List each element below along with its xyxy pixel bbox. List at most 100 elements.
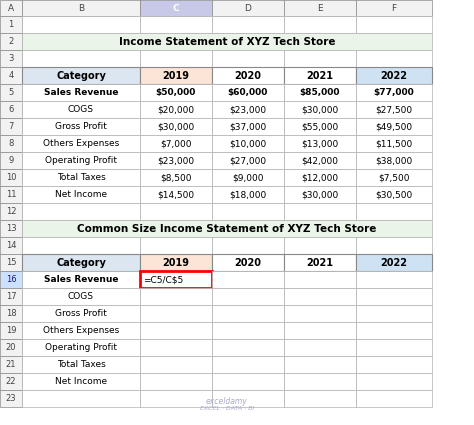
Text: $8,500: $8,500 [160, 173, 192, 182]
Text: E: E [317, 3, 323, 12]
Bar [356, 0, 432, 16]
Text: 2: 2 [9, 37, 14, 46]
Bar [0, 339, 22, 356]
Text: 1: 1 [9, 20, 14, 29]
Bar [212, 356, 284, 373]
Text: 10: 10 [6, 173, 16, 182]
Bar [284, 237, 356, 254]
Bar [0, 220, 22, 237]
Text: $7,000: $7,000 [160, 139, 192, 148]
Text: Income Statement of XYZ Tech Store: Income Statement of XYZ Tech Store [119, 37, 335, 46]
Text: exceldamy: exceldamy [206, 397, 248, 406]
Bar [212, 203, 284, 220]
Text: 3: 3 [9, 54, 14, 63]
Bar [140, 288, 212, 305]
Text: 2021: 2021 [307, 71, 334, 80]
Text: $18,000: $18,000 [229, 190, 266, 199]
Bar [212, 101, 284, 118]
Bar [22, 33, 432, 50]
Bar [22, 390, 140, 407]
Bar [356, 203, 432, 220]
Bar [356, 390, 432, 407]
Bar [212, 237, 284, 254]
Bar [356, 118, 432, 135]
Bar [0, 305, 22, 322]
Text: 2021: 2021 [307, 258, 334, 267]
Bar [0, 16, 22, 33]
Text: 13: 13 [6, 224, 16, 233]
Text: =C5/C$5: =C5/C$5 [143, 275, 183, 284]
Bar [356, 373, 432, 390]
Bar [22, 0, 140, 16]
Text: $38,000: $38,000 [375, 156, 413, 165]
Text: $55,000: $55,000 [301, 122, 338, 131]
Bar [356, 288, 432, 305]
Bar [22, 135, 140, 152]
Text: D: D [245, 3, 251, 12]
Bar [0, 288, 22, 305]
Bar [356, 135, 432, 152]
Text: 19: 19 [6, 326, 16, 335]
Bar [22, 16, 140, 33]
Text: 2022: 2022 [381, 258, 408, 267]
Text: 6: 6 [9, 105, 14, 114]
Bar [284, 390, 356, 407]
Text: 23: 23 [6, 394, 16, 403]
Bar [284, 135, 356, 152]
Text: $85,000: $85,000 [300, 88, 340, 97]
Bar [212, 373, 284, 390]
Text: $10,000: $10,000 [229, 139, 266, 148]
Bar [356, 84, 432, 101]
Text: 2022: 2022 [381, 71, 408, 80]
Text: 15: 15 [6, 258, 16, 267]
Bar [284, 67, 356, 84]
Bar [22, 186, 140, 203]
Bar [140, 84, 212, 101]
Bar [212, 186, 284, 203]
Bar [140, 186, 212, 203]
Bar [140, 271, 212, 288]
Text: 2020: 2020 [235, 71, 262, 80]
Bar [356, 169, 432, 186]
Bar [0, 0, 22, 16]
Bar [140, 237, 212, 254]
Bar [22, 322, 140, 339]
Bar [140, 50, 212, 67]
Text: 17: 17 [6, 292, 16, 301]
Bar [22, 220, 432, 237]
Text: Total Taxes: Total Taxes [56, 360, 105, 369]
Bar [22, 50, 140, 67]
Bar [356, 322, 432, 339]
Text: $23,000: $23,000 [157, 156, 194, 165]
Bar [0, 322, 22, 339]
Bar [356, 254, 432, 271]
Bar [284, 16, 356, 33]
Bar [0, 356, 22, 373]
Bar [0, 390, 22, 407]
Bar [212, 0, 284, 16]
Bar [140, 135, 212, 152]
Text: COGS: COGS [68, 105, 94, 114]
Bar [140, 169, 212, 186]
Bar [212, 271, 284, 288]
Text: 4: 4 [9, 71, 14, 80]
Bar [0, 67, 22, 84]
Bar [140, 118, 212, 135]
Bar [212, 50, 284, 67]
Text: 11: 11 [6, 190, 16, 199]
Bar [284, 271, 356, 288]
Bar [284, 339, 356, 356]
Bar [0, 186, 22, 203]
Bar [356, 271, 432, 288]
Text: $23,000: $23,000 [229, 105, 266, 114]
Bar [284, 0, 356, 16]
Bar [356, 67, 432, 84]
Bar [0, 271, 22, 288]
Bar [284, 186, 356, 203]
Bar [22, 288, 140, 305]
Bar [356, 237, 432, 254]
Text: COGS: COGS [68, 292, 94, 301]
Bar [0, 373, 22, 390]
Text: Category: Category [56, 258, 106, 267]
Text: $37,000: $37,000 [229, 122, 266, 131]
